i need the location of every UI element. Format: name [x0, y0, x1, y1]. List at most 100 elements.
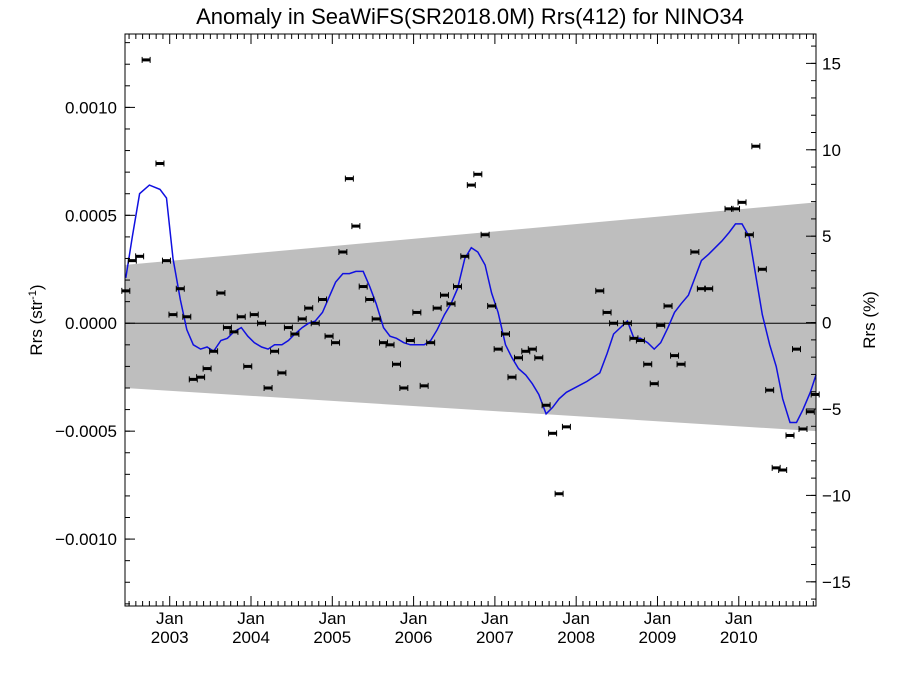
data-point-mark	[534, 356, 543, 360]
data-point-mark	[603, 310, 612, 314]
data-point	[704, 285, 714, 292]
right-y-tick-label: −10	[822, 486, 851, 505]
y-tick-label: 0.0010	[65, 98, 117, 117]
data-point-mark	[298, 317, 307, 321]
data-point-mark	[359, 285, 368, 289]
data-point-mark	[392, 362, 401, 366]
chart-title: Anomaly in SeaWiFS(SR2018.0M) Rrs(412) f…	[196, 4, 744, 29]
data-point	[513, 354, 523, 361]
x-tick-year: 2008	[557, 628, 595, 647]
data-point	[135, 253, 145, 260]
x-tick-month: Jan	[562, 609, 589, 628]
data-point-mark	[284, 326, 293, 330]
data-point-mark	[176, 287, 185, 291]
data-point	[548, 430, 558, 437]
data-point-mark	[325, 334, 334, 338]
data-point	[161, 257, 171, 264]
data-point	[561, 423, 571, 430]
data-point	[810, 391, 820, 398]
data-point-mark	[670, 354, 679, 358]
data-point	[331, 339, 341, 346]
data-point	[791, 346, 801, 353]
data-point	[798, 426, 808, 433]
data-point-mark	[481, 233, 490, 237]
data-point-mark	[595, 289, 604, 293]
data-point	[473, 171, 483, 178]
data-point	[751, 143, 761, 150]
data-point-mark	[196, 375, 205, 379]
data-point-mark	[168, 313, 177, 317]
right-y-tick-label: −5	[822, 400, 841, 419]
data-point-mark	[243, 364, 252, 368]
y-axis-label-text: Rrs (str	[27, 300, 46, 356]
data-point-mark	[351, 224, 360, 228]
data-point-mark	[778, 468, 787, 472]
data-point	[310, 320, 320, 327]
data-point-mark	[772, 466, 781, 470]
y-tick-label: −0.0005	[55, 422, 117, 441]
data-point	[670, 352, 680, 359]
data-point-mark	[189, 377, 198, 381]
data-point-mark	[264, 386, 273, 390]
data-point-mark	[182, 315, 191, 319]
data-point-mark	[521, 349, 530, 353]
x-tick-month: Jan	[156, 609, 183, 628]
x-tick-year: 2006	[395, 628, 433, 647]
x-tick-year: 2007	[476, 628, 514, 647]
data-point-mark	[386, 343, 395, 347]
uncertainty-band	[125, 202, 816, 432]
data-point-mark	[365, 297, 374, 301]
data-point	[446, 300, 456, 307]
x-tick-year: 2003	[151, 628, 189, 647]
data-point	[405, 337, 415, 344]
data-point	[554, 490, 564, 497]
data-point-mark	[473, 172, 482, 176]
data-point-mark	[155, 162, 164, 166]
data-point-mark	[738, 200, 747, 204]
data-point-mark	[528, 347, 537, 351]
data-point-mark	[758, 267, 767, 271]
data-point	[121, 287, 131, 294]
data-point	[426, 339, 436, 346]
x-tick-month: Jan	[644, 609, 671, 628]
data-point	[141, 56, 151, 63]
data-point-mark	[379, 341, 388, 345]
data-point	[419, 382, 429, 389]
data-point-mark	[664, 304, 673, 308]
data-point	[399, 384, 409, 391]
data-point	[466, 182, 476, 189]
data-point-mark	[806, 410, 815, 414]
data-point-mark	[257, 321, 266, 325]
data-point	[202, 365, 212, 372]
data-point	[249, 311, 259, 318]
data-point-mark	[440, 293, 449, 297]
data-point	[371, 315, 381, 322]
data-point-mark	[487, 304, 496, 308]
data-point-mark	[731, 207, 740, 211]
data-point	[609, 320, 619, 327]
data-point-mark	[277, 371, 286, 375]
x-tick-year: 2009	[639, 628, 677, 647]
right-y-tick-label: 0	[822, 314, 831, 333]
data-point	[196, 374, 206, 381]
data-point	[324, 333, 334, 340]
data-point-mark	[311, 321, 320, 325]
data-point	[663, 302, 673, 309]
data-point	[649, 380, 659, 387]
data-point	[595, 287, 605, 294]
data-point	[304, 305, 314, 312]
data-point-mark	[318, 297, 327, 301]
left-y-axis: 0.0010 0.0005 0.0000 −0.0005 −0.0010	[55, 42, 135, 605]
data-point-mark	[237, 315, 246, 319]
data-point	[297, 315, 307, 322]
data-point-mark	[372, 317, 381, 321]
data-point-mark	[690, 250, 699, 254]
data-point	[690, 249, 700, 256]
data-point	[318, 296, 328, 303]
right-y-tick-label: 10	[822, 141, 841, 160]
data-point-mark	[446, 302, 455, 306]
data-point	[365, 296, 375, 303]
data-point	[460, 253, 470, 260]
data-point	[622, 320, 632, 327]
